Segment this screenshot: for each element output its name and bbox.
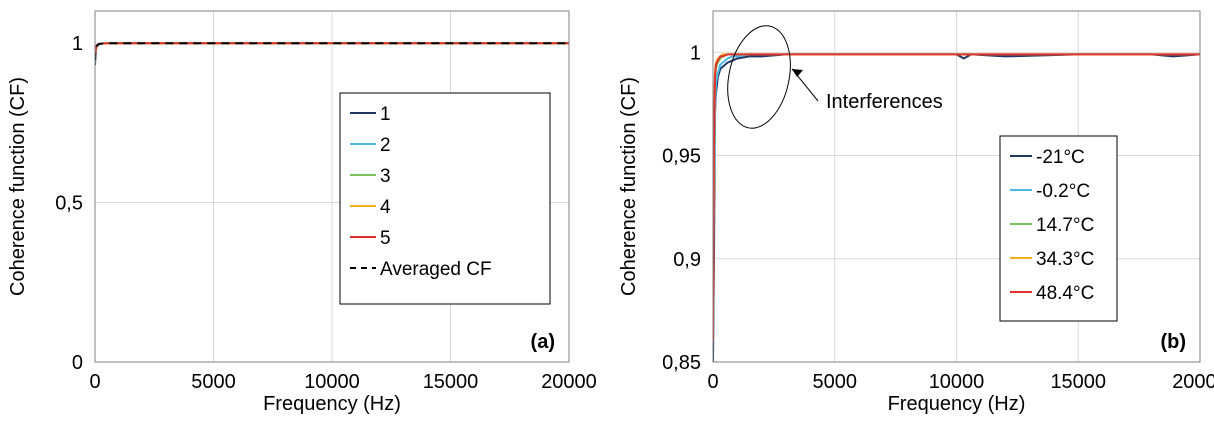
- y-tick-label: 1: [690, 42, 701, 64]
- x-tick-label: 5000: [191, 371, 236, 393]
- chart-panel-a: 0 5000 10000 15000 20000 0 0,5 1 Frequency (Hz) C…: [7, 10, 597, 415]
- x-axis-label: Frequency (Hz): [263, 393, 401, 415]
- legend-label: Averaged CF: [380, 259, 492, 280]
- x-axis-label: Frequency (Hz): [888, 393, 1026, 415]
- y-tick-label: 0,95: [662, 146, 701, 168]
- legend: -21°C -0.2°C 14.7°C 34.3°C 48.4°C: [999, 135, 1118, 322]
- y-axis-label: Coherence function (CF): [7, 77, 29, 296]
- y-axis-label: Coherence function (CF): [618, 77, 640, 296]
- legend-label: 2: [380, 135, 391, 156]
- y-tick-label: 0: [72, 352, 83, 374]
- x-tick-label: 10000: [929, 371, 985, 393]
- annotation-arrowhead: [792, 68, 804, 77]
- x-tick-label: 5000: [813, 371, 858, 393]
- legend-label: -21°C: [1036, 147, 1085, 168]
- panel-label: (b): [1160, 331, 1186, 353]
- chart-panel-b: 0 5000 10000 15000 20000 0,85 0,9 0,95 1 Frequenc…: [618, 10, 1214, 415]
- legend-label: 48.4°C: [1036, 283, 1094, 304]
- series-group: [713, 53, 1200, 362]
- y-tick-label: 0,5: [55, 192, 83, 214]
- series-line-5: [713, 53, 1200, 342]
- annotation-text: Interferences: [826, 91, 943, 113]
- legend-label: 14.7°C: [1036, 215, 1094, 236]
- series-group: [95, 42, 569, 66]
- x-tick-label: 15000: [1050, 371, 1106, 393]
- plot-frame: [712, 10, 1201, 363]
- x-tick-label: 20000: [541, 371, 597, 393]
- y-tick-label: 0,9: [673, 249, 701, 271]
- annotation-ellipse: [727, 25, 791, 129]
- legend-label: -0.2°C: [1036, 181, 1090, 202]
- plot-frame: [94, 10, 570, 363]
- x-tick-label: 0: [707, 371, 718, 393]
- series-line-1: [713, 53, 1200, 362]
- x-tick-label: 15000: [423, 371, 479, 393]
- annotation: Interferences: [727, 25, 943, 129]
- legend-label: 5: [380, 228, 391, 249]
- y-tick-label: 0,85: [662, 352, 701, 374]
- series-line-6: [95, 42, 569, 61]
- legend-label: 34.3°C: [1036, 249, 1094, 270]
- legend-box: [999, 135, 1118, 322]
- x-tick-label: 0: [89, 371, 100, 393]
- x-tick-label: 10000: [304, 371, 360, 393]
- y-tick-label: 1: [72, 33, 83, 55]
- panel-label: (a): [531, 331, 555, 353]
- legend-label: 4: [380, 197, 391, 218]
- legend-label: 1: [380, 104, 391, 125]
- legend: 1 2 3 4 5 Averaged CF: [339, 92, 551, 305]
- legend-label: 3: [380, 166, 391, 187]
- x-tick-label: 20000: [1172, 371, 1214, 393]
